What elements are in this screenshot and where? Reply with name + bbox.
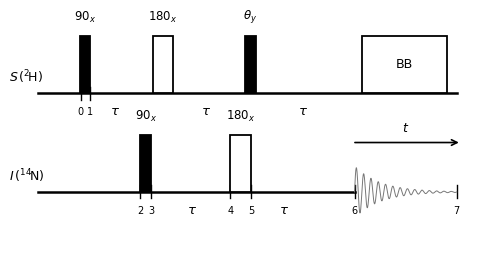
Text: $180_x$: $180_x$ xyxy=(226,109,255,124)
Text: $\tau$: $\tau$ xyxy=(279,204,289,217)
Text: $\theta_y$: $\theta_y$ xyxy=(244,8,257,25)
Text: 2: 2 xyxy=(137,206,144,216)
Text: $S\,(^2\!\mathrm{H})$: $S\,(^2\!\mathrm{H})$ xyxy=(9,69,43,86)
Bar xyxy=(245,36,256,93)
Text: 5: 5 xyxy=(248,206,254,216)
Text: 6: 6 xyxy=(351,206,357,216)
Bar xyxy=(231,135,251,192)
Text: $\tau$: $\tau$ xyxy=(110,105,120,118)
Text: 7: 7 xyxy=(453,206,460,216)
Text: 4: 4 xyxy=(227,206,234,216)
Text: $\tau$: $\tau$ xyxy=(298,105,308,118)
Text: $\tau$: $\tau$ xyxy=(187,204,197,217)
Text: $I\,(^{14}\!\mathrm{N})$: $I\,(^{14}\!\mathrm{N})$ xyxy=(9,168,45,185)
Bar xyxy=(80,36,90,93)
Text: 1: 1 xyxy=(87,107,94,117)
Text: $180_x$: $180_x$ xyxy=(148,10,178,25)
Bar xyxy=(152,36,173,93)
Text: $t$: $t$ xyxy=(402,122,409,135)
Text: $\tau$: $\tau$ xyxy=(201,105,211,118)
Bar xyxy=(362,36,447,93)
Text: $90_x$: $90_x$ xyxy=(74,10,96,25)
Text: BB: BB xyxy=(396,58,413,71)
Text: $90_x$: $90_x$ xyxy=(135,109,157,124)
Bar xyxy=(141,135,151,192)
Text: 3: 3 xyxy=(148,206,154,216)
Text: 0: 0 xyxy=(78,107,84,117)
